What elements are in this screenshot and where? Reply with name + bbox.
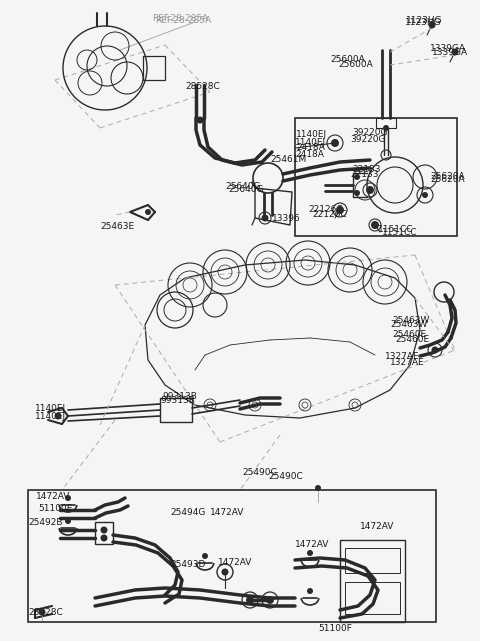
Circle shape: [383, 125, 389, 131]
Circle shape: [266, 596, 274, 604]
Text: 1339GA: 1339GA: [432, 48, 468, 57]
Text: 39220G: 39220G: [352, 128, 387, 137]
Circle shape: [354, 174, 360, 180]
Text: 99313B: 99313B: [160, 396, 195, 405]
Text: REF.28-285A: REF.28-285A: [155, 16, 211, 25]
Circle shape: [202, 553, 208, 559]
Bar: [295, 118, 457, 236]
Circle shape: [65, 518, 71, 524]
Text: 99313B: 99313B: [162, 392, 197, 401]
Circle shape: [452, 49, 458, 56]
Circle shape: [100, 526, 108, 533]
Bar: [95, 522, 113, 544]
Circle shape: [38, 608, 46, 615]
Circle shape: [55, 413, 61, 419]
Bar: [376, 118, 396, 128]
Circle shape: [65, 495, 71, 501]
Circle shape: [432, 347, 439, 353]
Text: 39220G: 39220G: [350, 135, 385, 144]
Circle shape: [307, 550, 313, 556]
Text: 25461M: 25461M: [270, 155, 306, 164]
Text: 22126C: 22126C: [308, 205, 343, 214]
Text: 2418A: 2418A: [296, 143, 325, 152]
Bar: [160, 398, 192, 422]
Text: 1140EJ: 1140EJ: [35, 412, 66, 421]
Text: 25463E: 25463E: [100, 222, 134, 231]
Text: 13396: 13396: [272, 214, 301, 223]
Bar: [143, 56, 165, 80]
Circle shape: [336, 206, 344, 214]
Bar: [345, 582, 400, 614]
Text: 1339GA: 1339GA: [430, 44, 466, 53]
Text: 25640G: 25640G: [228, 185, 264, 194]
Text: 1472AV: 1472AV: [360, 522, 395, 531]
Circle shape: [246, 596, 254, 604]
Text: 1151CC: 1151CC: [382, 228, 418, 237]
Text: 1327AE: 1327AE: [390, 358, 425, 367]
Text: 1140EJ: 1140EJ: [295, 138, 326, 147]
Text: 1472AV: 1472AV: [36, 492, 71, 501]
Circle shape: [145, 209, 151, 215]
Bar: [340, 540, 405, 622]
Circle shape: [315, 485, 321, 491]
Text: 25460E: 25460E: [395, 335, 429, 344]
Text: 25460E: 25460E: [392, 330, 426, 339]
Text: 1123HG: 1123HG: [406, 16, 443, 25]
Circle shape: [307, 588, 313, 594]
Bar: [28, 490, 436, 622]
Text: 28528C: 28528C: [28, 608, 63, 617]
Bar: [345, 548, 400, 573]
Text: 25494G: 25494G: [170, 508, 205, 517]
Text: 22126C: 22126C: [312, 210, 347, 219]
Circle shape: [366, 186, 374, 194]
Text: 51100F: 51100F: [318, 624, 352, 633]
Text: 28528C: 28528C: [185, 82, 220, 91]
Text: 25620A: 25620A: [430, 175, 465, 184]
Text: 25463W: 25463W: [390, 320, 427, 329]
Text: 25600A: 25600A: [330, 55, 365, 64]
Text: 1472AV: 1472AV: [218, 558, 252, 567]
Circle shape: [331, 139, 339, 147]
Circle shape: [354, 190, 360, 196]
Text: 25600A: 25600A: [338, 60, 373, 69]
Text: 25620A: 25620A: [430, 172, 465, 181]
Circle shape: [262, 215, 268, 222]
Text: 1123HG: 1123HG: [405, 18, 442, 27]
Circle shape: [100, 535, 108, 542]
Text: 22133: 22133: [350, 170, 379, 179]
Text: 22133: 22133: [352, 165, 381, 174]
Text: 2418A: 2418A: [295, 150, 324, 159]
Circle shape: [221, 569, 228, 576]
Text: 1472AV: 1472AV: [295, 540, 329, 549]
Text: 25490C: 25490C: [242, 468, 277, 477]
Text: 25492B: 25492B: [28, 518, 62, 527]
Text: 25463W: 25463W: [392, 316, 430, 325]
Circle shape: [429, 22, 435, 28]
Text: 25493D: 25493D: [170, 560, 205, 569]
Text: 1151CC: 1151CC: [378, 225, 413, 234]
Text: 1327AE: 1327AE: [385, 352, 420, 361]
Text: 1472AV: 1472AV: [210, 508, 244, 517]
Text: 1140EJ: 1140EJ: [296, 130, 327, 139]
Circle shape: [422, 192, 428, 198]
Circle shape: [196, 117, 204, 124]
Text: 25490C: 25490C: [268, 472, 303, 481]
Text: 51100E: 51100E: [38, 504, 72, 513]
Text: 1140EJ: 1140EJ: [35, 404, 66, 413]
Text: 25640G: 25640G: [225, 182, 261, 191]
Circle shape: [371, 221, 379, 229]
Polygon shape: [145, 260, 420, 418]
Text: REF.28-285A: REF.28-285A: [152, 14, 208, 23]
